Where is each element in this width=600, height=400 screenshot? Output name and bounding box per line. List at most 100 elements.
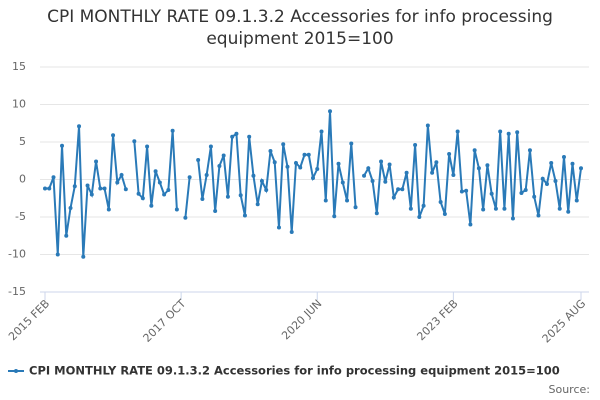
point [247, 134, 252, 139]
point [510, 216, 515, 221]
point [404, 170, 409, 175]
point [293, 161, 298, 165]
point [268, 149, 273, 153]
point [251, 173, 256, 178]
point [340, 180, 345, 185]
point [183, 215, 188, 220]
point [417, 215, 422, 219]
source: Source: [549, 383, 591, 396]
x-tick-label: 2023 FEB [414, 297, 460, 343]
point [123, 187, 128, 192]
x-tick-label: 2015 FEB [6, 297, 52, 343]
point [166, 188, 171, 192]
point [55, 252, 60, 257]
point [438, 200, 443, 204]
point [328, 109, 333, 114]
point [145, 144, 150, 149]
point [298, 165, 303, 170]
point [353, 205, 358, 210]
point [217, 164, 222, 168]
point [187, 175, 192, 180]
point [345, 198, 350, 203]
point [557, 206, 562, 211]
point [306, 152, 311, 157]
point [85, 183, 90, 188]
point [362, 173, 367, 178]
point [561, 155, 566, 159]
point [64, 233, 69, 238]
point [400, 187, 405, 192]
point [489, 191, 494, 196]
x-tick-label: 2020 JUN [279, 297, 324, 342]
point [574, 198, 579, 203]
point [459, 189, 464, 194]
point [366, 166, 371, 171]
point [391, 195, 396, 200]
point [77, 124, 82, 129]
point [549, 161, 554, 165]
point [396, 187, 401, 192]
point [102, 186, 107, 191]
point [493, 206, 498, 211]
point [221, 153, 226, 158]
point [281, 142, 286, 147]
point [455, 129, 460, 134]
point [379, 159, 384, 164]
point [447, 152, 452, 156]
point [276, 225, 281, 230]
point [170, 128, 175, 133]
point [132, 139, 137, 144]
point [383, 179, 388, 184]
point [111, 133, 116, 138]
chart-title: CPI MONTHLY RATE 09.1.3.2 Accessories fo… [47, 7, 553, 49]
point [570, 161, 575, 166]
point [506, 131, 511, 136]
point [72, 184, 77, 189]
point [140, 196, 145, 201]
y-tick-label: -15 [8, 285, 26, 298]
point [213, 209, 218, 213]
point [204, 173, 209, 177]
point [476, 166, 481, 171]
point [264, 188, 269, 192]
point [285, 164, 290, 169]
legend-marker [14, 369, 18, 373]
point [349, 141, 354, 146]
point [502, 206, 507, 211]
point [162, 192, 167, 197]
point [519, 191, 524, 195]
point [51, 175, 56, 180]
point [374, 211, 379, 216]
x-tick-label: 2017 OCT [141, 297, 189, 345]
legend-label: CPI MONTHLY RATE 09.1.3.2 Accessories fo… [29, 364, 560, 378]
point [315, 167, 320, 171]
point [157, 180, 162, 185]
point [289, 230, 294, 234]
point [472, 148, 477, 153]
point [242, 213, 247, 218]
point [200, 197, 205, 201]
point [498, 129, 503, 134]
point [89, 192, 94, 197]
point [408, 206, 413, 211]
point [481, 207, 486, 212]
point [544, 182, 549, 186]
point [451, 173, 456, 177]
point [332, 214, 337, 219]
point [527, 148, 532, 153]
point [553, 179, 558, 183]
point [115, 180, 120, 185]
point [68, 206, 73, 210]
point [464, 188, 469, 193]
point [43, 186, 47, 191]
point [430, 170, 435, 175]
y-tick-label: 10 [12, 98, 26, 111]
point [234, 131, 239, 136]
point [421, 203, 426, 208]
point [230, 134, 235, 139]
point [119, 173, 124, 177]
point [255, 202, 260, 207]
point [208, 144, 213, 149]
point [579, 166, 583, 171]
point [566, 209, 571, 214]
